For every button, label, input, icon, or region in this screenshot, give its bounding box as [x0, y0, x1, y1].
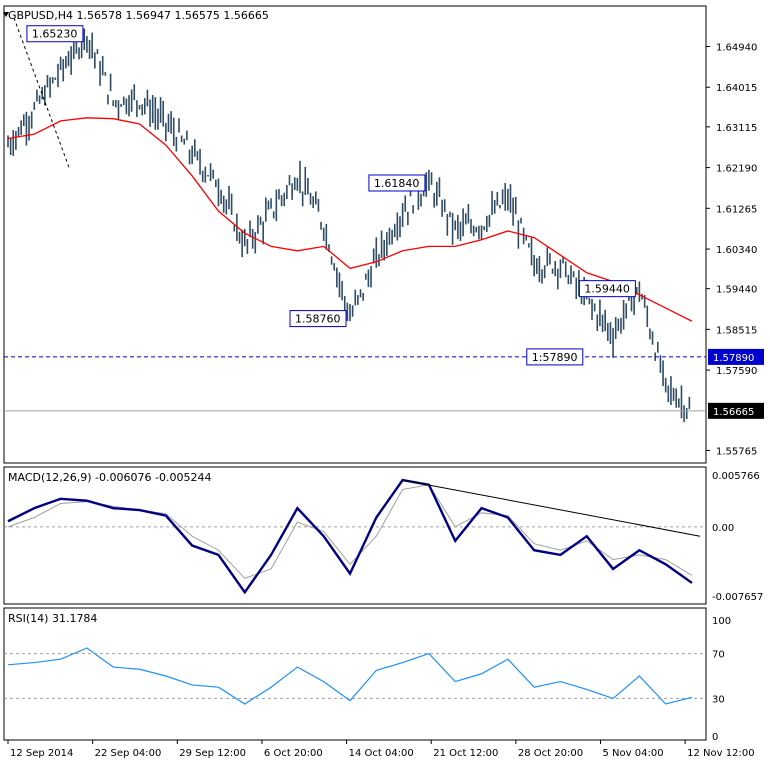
- macd-tick-label: 0.00: [712, 523, 734, 534]
- time-tick-label: 14 Oct 04:00: [349, 748, 414, 759]
- price-annotation-label: 1.65230: [32, 28, 78, 41]
- price-tick-label: 1.63115: [716, 123, 757, 134]
- trend-dash-line: [13, 17, 71, 171]
- time-tick-label: 12 Nov 12:00: [687, 748, 754, 759]
- price-annotation-label: 1.61840: [374, 177, 420, 190]
- price-annotation-box: [368, 174, 426, 192]
- rsi-panel: [3, 607, 707, 741]
- time-tick-label: 28 Oct 20:00: [518, 748, 583, 759]
- support-price-label: 1.57890: [713, 353, 754, 364]
- time-tick-label: 22 Sep 04:00: [95, 748, 162, 759]
- price-annotation-label: 1.59440: [584, 283, 630, 296]
- moving-average-line: [7, 117, 693, 322]
- dropdown-triangle-icon[interactable]: [3, 12, 9, 17]
- rsi-title: RSI(14) 31.1784: [8, 612, 97, 625]
- support-price-box: [708, 348, 764, 365]
- candlestick-series: [7, 27, 691, 423]
- price-annotation-label: 1.58760: [295, 313, 341, 326]
- price-tick-label: 1.60340: [716, 245, 757, 256]
- price-tick-label: 1.57590: [716, 366, 757, 377]
- price-tick-label: 1.58515: [716, 325, 757, 336]
- price-panel: [3, 5, 707, 464]
- price-tick-label: 1.61265: [716, 204, 757, 215]
- rsi-tick-label: 70: [712, 650, 725, 661]
- current-price-label: 1.56665: [713, 407, 754, 418]
- price-tick-label: 1.62190: [716, 164, 757, 175]
- current-price-box: [708, 402, 764, 419]
- rsi-tick-label: 30: [712, 694, 725, 705]
- macd-tick-label: -0.007657: [712, 592, 763, 603]
- time-tick-label: 5 Nov 04:00: [603, 748, 664, 759]
- price-tick-label: 1.64940: [716, 43, 757, 54]
- time-tick-label: 21 Oct 12:00: [433, 748, 498, 759]
- price-annotation-box: [289, 310, 347, 328]
- macd-signal-line: [7, 484, 693, 579]
- price-annotation-label: 1:57890: [532, 351, 578, 364]
- macd-panel: [3, 466, 707, 605]
- price-tick-label: 1.59440: [716, 285, 757, 296]
- macd-trendline: [402, 479, 701, 537]
- macd-title: MACD(12,26,9) -0.006076 -0.005244: [8, 471, 211, 484]
- rsi-line: [7, 647, 693, 705]
- price-annotation-box: [578, 280, 636, 298]
- rsi-tick-label: 100: [712, 616, 731, 627]
- symbol-header: GBPUSD,H4 1.56578 1.56947 1.56575 1.5666…: [8, 9, 269, 22]
- price-annotation-box: [526, 348, 584, 366]
- rsi-tick-label: 0: [712, 732, 718, 743]
- price-annotation-box: [26, 25, 84, 43]
- time-tick-label: 6 Oct 20:00: [264, 748, 323, 759]
- macd-tick-label: 0.005766: [712, 471, 760, 482]
- time-tick-label: 12 Sep 2014: [10, 748, 73, 759]
- price-tick-label: 1.55765: [716, 446, 757, 457]
- time-tick-label: 29 Sep 12:00: [179, 748, 246, 759]
- price-tick-label: 1.64015: [716, 83, 757, 94]
- macd-main-line: [7, 478, 693, 595]
